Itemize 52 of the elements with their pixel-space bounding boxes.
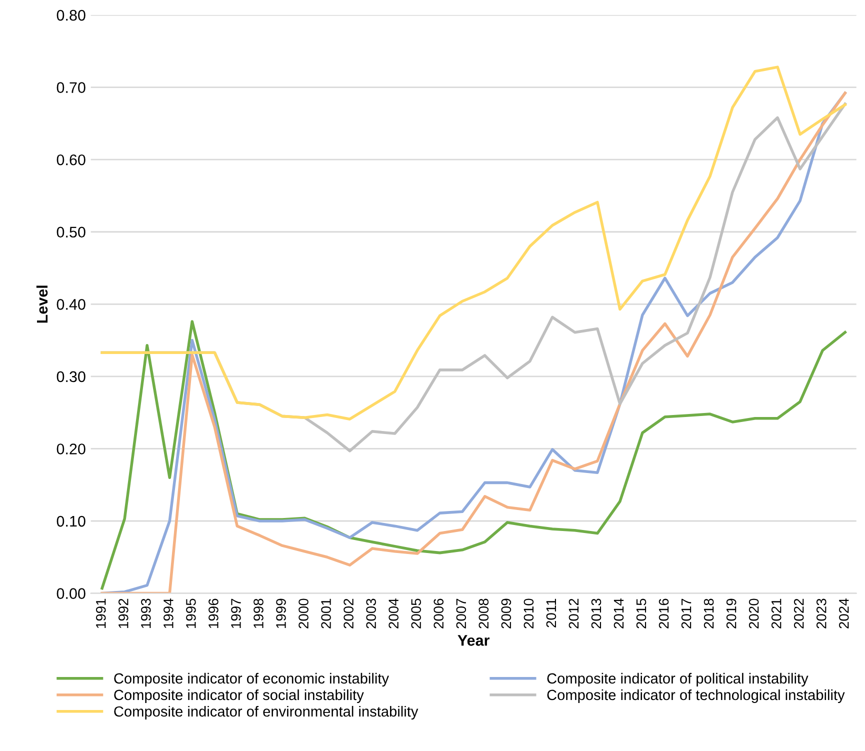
x-tick-label: 2013 [591,598,602,628]
x-tick-label: 2016 [658,598,669,628]
legend-label: Composite indicator of environmental instability [114,706,418,720]
line-series [100,66,846,420]
x-tick-label: 2021 [771,598,782,628]
y-tick-label: 0.40 [56,299,86,310]
y-tick-label: 0.50 [56,226,86,238]
x-tick-label: 2004 [388,598,399,628]
x-tick-label: 2010 [524,598,534,628]
x-tick-label: 2012 [568,598,579,628]
y-tick-label: 0.70 [56,82,86,93]
x-tick-label: 1994 [164,598,174,628]
x-tick-label: 2009 [501,598,512,628]
y-tick-label: 0.60 [56,154,86,166]
x-tick-label: 2007 [456,598,466,628]
y-tick-label: 0.80 [56,10,86,21]
x-tick-label: 2002 [344,598,354,628]
x-tick-label: 1991 [96,598,106,628]
x-tick-label: 2014 [614,598,624,628]
x-tick-label: 2024 [838,598,849,628]
y-tick-label: 0.10 [56,516,86,527]
x-tick-label: 2015 [636,598,646,628]
x-tick-label: 2019 [726,598,736,628]
x-tick-label: 2000 [298,598,308,628]
legend-label: Composite indicator of political instability [547,672,808,687]
x-tick-label: 1997 [231,598,241,628]
x-tick-label: 2006 [434,598,444,628]
x-tick-label: 1992 [118,598,128,628]
x-tick-label: 2023 [816,598,826,628]
x-tick-label: 2017 [681,598,692,628]
y-axis-title: Level [36,286,48,323]
x-tick-label: 1995 [186,598,196,628]
legend-label: Composite indicator of social instability [114,689,364,704]
x-tick-label: 2011 [546,598,556,628]
x-tick-label: 2001 [321,598,331,628]
x-tick-label: 2008 [478,598,489,628]
x-tick-label: 2018 [704,598,714,628]
x-axis-title: Year [458,635,490,646]
x-tick-label: 1999 [276,598,286,628]
x-tick-label: 1998 [254,598,264,628]
y-tick-label: 0.30 [56,371,86,382]
x-tick-label: 1993 [141,598,151,628]
y-tick-label: 0.00 [56,588,86,599]
legend-label: Composite indicator of economic instability [114,672,389,687]
x-tick-label: 2020 [748,598,759,628]
legend-label: Composite indicator of technological instability [547,689,845,704]
y-tick-label: 0.20 [56,444,86,454]
x-tick-label: 1996 [208,598,218,628]
x-tick-label: 2022 [794,598,804,628]
x-tick-label: 2003 [366,598,376,628]
x-tick-label: 2005 [411,598,422,628]
line-series [100,92,846,594]
